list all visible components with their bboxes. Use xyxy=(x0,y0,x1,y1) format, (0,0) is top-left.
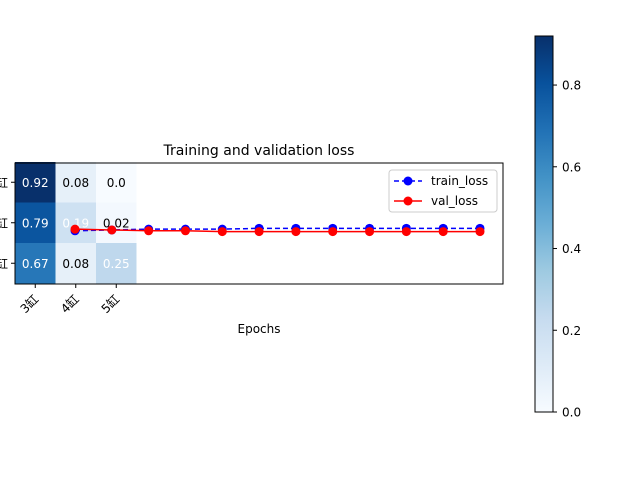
colorbar-gradient xyxy=(534,35,554,413)
series-point-val_loss xyxy=(291,227,301,237)
colorbar-tick-label: 0.0 xyxy=(562,406,581,420)
chart-title: Training and validation loss xyxy=(163,143,355,159)
colorbar-tick-label: 0.6 xyxy=(562,160,581,174)
heatmap-cell xyxy=(96,162,137,203)
series-point-val_loss xyxy=(217,227,227,237)
heatmap-x-ticks: 3缸 4缸 5缸 xyxy=(17,284,122,316)
x-tick-label: 5缸 xyxy=(98,292,122,316)
series-point-val_loss xyxy=(107,225,117,235)
series-point-val_loss xyxy=(475,227,485,237)
series-point-val_loss xyxy=(438,227,448,237)
heatmap-cell-label: 0.19 xyxy=(62,216,89,230)
heatmap-cell-label: 0.25 xyxy=(103,257,130,271)
heatmap-y-ticks: 缸缸缸 xyxy=(0,175,15,271)
series-point-val_loss xyxy=(328,227,338,237)
heatmap-cell-label: 0.0 xyxy=(107,176,126,190)
colorbar-tick-label: 0.8 xyxy=(562,79,581,93)
series-point-val_loss xyxy=(254,227,264,237)
y-tick-label: 缸 xyxy=(0,175,8,190)
series-line-train_loss xyxy=(74,227,480,232)
y-tick-label: 缸 xyxy=(0,256,8,271)
series-point-val_loss xyxy=(70,224,80,234)
x-tick-label: 4缸 xyxy=(57,292,81,316)
legend: train_loss val_loss xyxy=(388,169,498,213)
heatmap-cell xyxy=(55,202,96,243)
legend-train-marker xyxy=(403,176,413,186)
series-point-val_loss xyxy=(365,227,375,237)
legend-train-label: train_loss xyxy=(431,174,488,188)
heatmap-cell xyxy=(15,243,56,284)
heatmap-cell xyxy=(15,162,56,203)
heatmap-cell xyxy=(96,243,137,284)
loss-lines xyxy=(70,223,485,237)
heatmap-cell xyxy=(96,202,137,243)
colorbar: 0.0 0.2 0.4 0.6 0.8 xyxy=(534,35,581,420)
y-tick-label: 缸 xyxy=(0,215,8,230)
heatmap-cell xyxy=(15,202,56,243)
heatmap-cell xyxy=(55,243,96,284)
heatmap: 0.92 0.08 0.0 0.79 0.19 0.02 0.67 0.08 0.25 xyxy=(15,162,137,284)
series-point-val_loss xyxy=(144,226,154,236)
legend-val-marker xyxy=(403,196,413,206)
heatmap-cell-label: 0.92 xyxy=(22,176,49,190)
heatmap-cell-label: 0.67 xyxy=(22,257,49,271)
x-tick-label: 3缸 xyxy=(17,292,41,316)
heatmap-cell-label: 0.08 xyxy=(62,176,89,190)
series-point-val_loss xyxy=(401,227,411,237)
series-line-val_loss xyxy=(74,228,480,233)
heatmap-cell-label: 0.02 xyxy=(103,216,130,230)
heatmap-cell xyxy=(55,162,96,203)
plot-frame xyxy=(14,162,504,285)
legend-val-label: val_loss xyxy=(431,194,478,208)
colorbar-tick-label: 0.4 xyxy=(562,242,581,256)
heatmap-cell-label: 0.79 xyxy=(22,216,49,230)
heatmap-cell-label: 0.08 xyxy=(62,257,89,271)
series-point-val_loss xyxy=(180,226,190,236)
colorbar-tick-label: 0.2 xyxy=(562,324,581,338)
colorbar-ticks: 0.0 0.2 0.4 0.6 0.8 xyxy=(553,79,581,420)
x-axis-label: Epochs xyxy=(238,322,281,336)
